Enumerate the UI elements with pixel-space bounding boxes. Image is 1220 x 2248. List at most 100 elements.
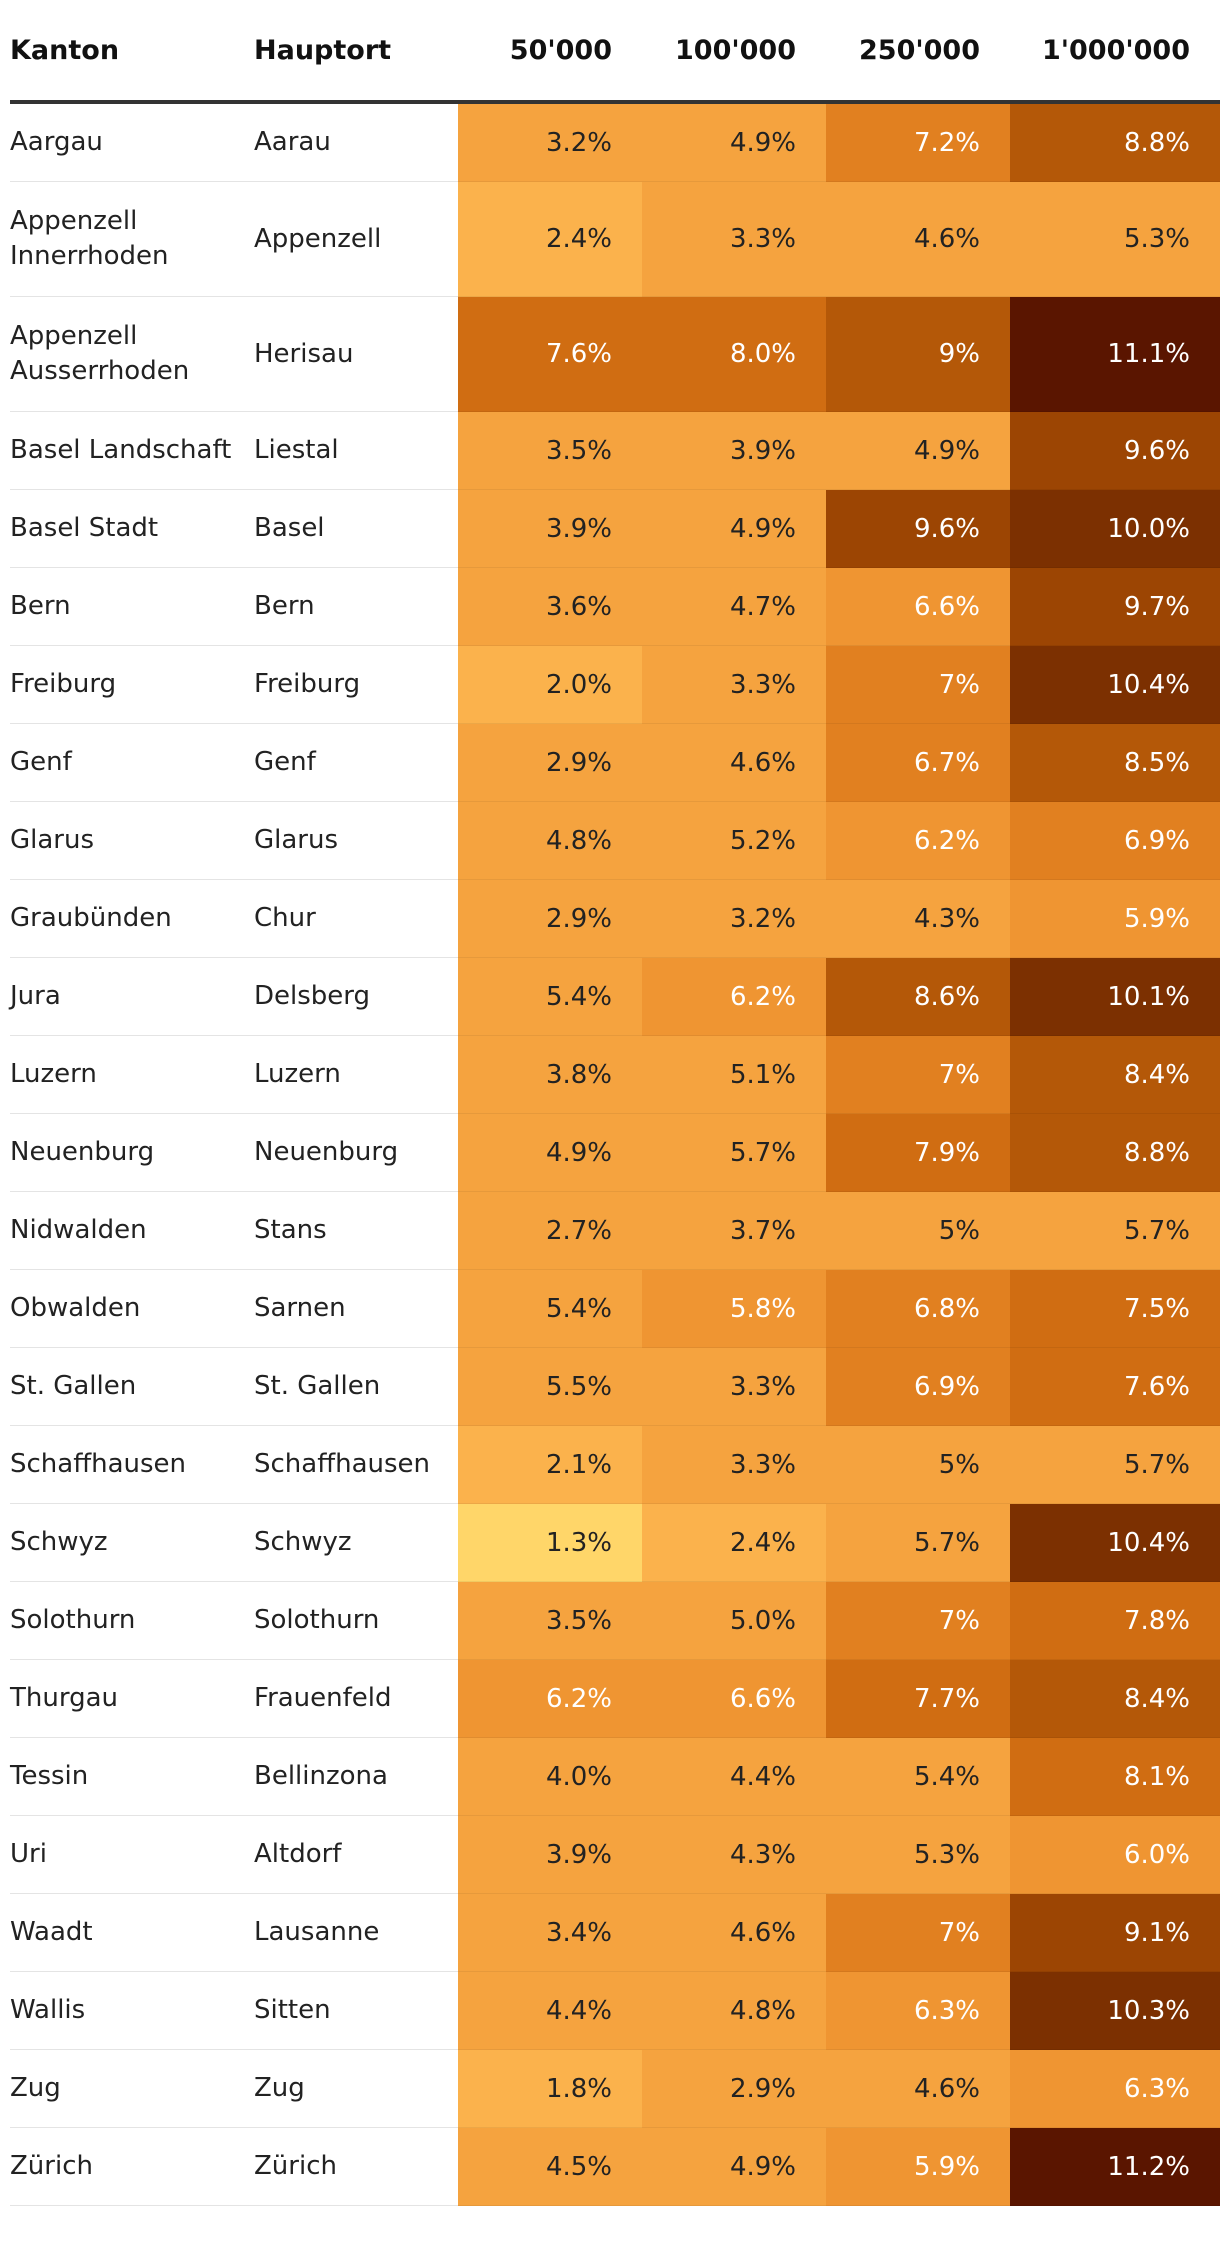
cell-value-250000: 5.9% [826,2127,1010,2206]
cell-value-1000000: 7.6% [1010,1347,1220,1426]
cell-kanton: St. Gallen [10,1347,254,1426]
cell-value-100000: 4.4% [642,1737,826,1816]
cell-value-250000: 5.4% [826,1737,1010,1816]
cell-value-100000: 4.9% [642,102,826,182]
cell-value-100000: 6.6% [642,1659,826,1738]
cell-value-100000: 2.9% [642,2049,826,2128]
cell-value-1000000: 8.4% [1010,1035,1220,1114]
table-row: Tessin Bellinzona 4.0% 4.4% 5.4% 8.1% [10,1737,1220,1816]
cell-value-100000: 4.6% [642,1893,826,1972]
cell-kanton: Wallis [10,1971,254,2050]
cell-value-100000: 5.8% [642,1269,826,1348]
table-header: Kanton Hauptort 50'000 100'000 250'000 1… [10,0,1220,104]
cell-value-100000: 4.9% [642,2127,826,2206]
cell-kanton: Graubünden [10,879,254,958]
cell-value-1000000: 5.7% [1010,1425,1220,1504]
cell-hauptort: Sitten [254,1971,458,2050]
column-header-100000[interactable]: 100'000 [642,0,826,104]
cell-value-100000: 3.3% [642,1347,826,1426]
table-row: Freiburg Freiburg 2.0% 3.3% 7% 10.4% [10,645,1220,724]
cell-value-50000: 1.3% [458,1503,642,1582]
column-header-1000000[interactable]: 1'000'000 [1010,0,1220,104]
cell-value-50000: 3.8% [458,1035,642,1114]
table-row: Schaffhausen Schaffhausen 2.1% 3.3% 5% 5.7% [10,1425,1220,1504]
cell-kanton: Basel Landschaft [10,411,254,490]
cell-value-50000: 2.4% [458,181,642,297]
cell-value-250000: 5% [826,1191,1010,1270]
cell-value-50000: 2.7% [458,1191,642,1270]
cell-kanton: Tessin [10,1737,254,1816]
cell-value-100000: 3.3% [642,1425,826,1504]
cell-value-100000: 5.7% [642,1113,826,1192]
cell-value-250000: 7.2% [826,102,1010,182]
cell-value-1000000: 8.1% [1010,1737,1220,1816]
table-body: Aargau Aarau 3.2% 4.9% 7.2% 8.8% Appenzell Inn… [10,102,1220,2206]
cell-kanton: Zürich [10,2127,254,2206]
table-row: Appenzell Innerrhoden Appenzell 2.4% 3.3% 4.… [10,181,1220,297]
cell-value-1000000: 10.4% [1010,1503,1220,1582]
cell-value-100000: 4.9% [642,489,826,568]
cell-value-50000: 3.9% [458,489,642,568]
cell-hauptort: Luzern [254,1035,458,1114]
cell-hauptort: Basel [254,489,458,568]
cell-value-100000: 3.2% [642,879,826,958]
cell-kanton: Schaffhausen [10,1425,254,1504]
cell-value-1000000: 11.2% [1010,2127,1220,2206]
table-row: Glarus Glarus 4.8% 5.2% 6.2% 6.9% [10,801,1220,880]
cell-value-50000: 5.5% [458,1347,642,1426]
cell-kanton: Waadt [10,1893,254,1972]
cell-hauptort: Chur [254,879,458,958]
cell-value-1000000: 7.8% [1010,1581,1220,1660]
cell-value-100000: 6.2% [642,957,826,1036]
table-row: Solothurn Solothurn 3.5% 5.0% 7% 7.8% [10,1581,1220,1660]
tax-rate-table: Kanton Hauptort 50'000 100'000 250'000 1… [10,0,1220,2206]
cell-value-100000: 5.0% [642,1581,826,1660]
column-header-kanton[interactable]: Kanton [10,0,254,104]
cell-kanton: Uri [10,1815,254,1894]
cell-hauptort: Aarau [254,102,458,182]
cell-kanton: Zug [10,2049,254,2128]
cell-value-250000: 7% [826,645,1010,724]
cell-value-50000: 5.4% [458,1269,642,1348]
table-row: Aargau Aarau 3.2% 4.9% 7.2% 8.8% [10,102,1220,182]
cell-hauptort: Appenzell [254,181,458,297]
column-header-50000[interactable]: 50'000 [458,0,642,104]
cell-hauptort: Delsberg [254,957,458,1036]
cell-hauptort: Zürich [254,2127,458,2206]
header-row: Kanton Hauptort 50'000 100'000 250'000 1… [10,0,1220,104]
cell-value-250000: 4.6% [826,2049,1010,2128]
column-header-250000[interactable]: 250'000 [826,0,1010,104]
cell-value-50000: 3.5% [458,1581,642,1660]
cell-value-50000: 1.8% [458,2049,642,2128]
cell-value-1000000: 11.1% [1010,296,1220,412]
cell-value-250000: 5.7% [826,1503,1010,1582]
cell-hauptort: Zug [254,2049,458,2128]
cell-value-250000: 6.6% [826,567,1010,646]
cell-value-250000: 6.3% [826,1971,1010,2050]
table-row: Jura Delsberg 5.4% 6.2% 8.6% 10.1% [10,957,1220,1036]
cell-value-50000: 3.4% [458,1893,642,1972]
cell-hauptort: Bern [254,567,458,646]
table-row: Obwalden Sarnen 5.4% 5.8% 6.8% 7.5% [10,1269,1220,1348]
cell-value-250000: 7% [826,1581,1010,1660]
table-row: Basel Landschaft Liestal 3.5% 3.9% 4.9% 9.6% [10,411,1220,490]
cell-value-1000000: 9.7% [1010,567,1220,646]
table-row: Thurgau Frauenfeld 6.2% 6.6% 7.7% 8.4% [10,1659,1220,1738]
table-wrapper: Kanton Hauptort 50'000 100'000 250'000 1… [10,0,1220,2206]
table-row: Genf Genf 2.9% 4.6% 6.7% 8.5% [10,723,1220,802]
cell-value-250000: 6.9% [826,1347,1010,1426]
cell-value-250000: 8.6% [826,957,1010,1036]
table-row: Neuenburg Neuenburg 4.9% 5.7% 7.9% 8.8% [10,1113,1220,1192]
cell-kanton: Freiburg [10,645,254,724]
cell-hauptort: Schaffhausen [254,1425,458,1504]
cell-value-1000000: 10.3% [1010,1971,1220,2050]
column-header-hauptort[interactable]: Hauptort [254,0,458,104]
cell-value-100000: 3.3% [642,181,826,297]
cell-value-100000: 4.7% [642,567,826,646]
cell-value-250000: 4.9% [826,411,1010,490]
table-row: Schwyz Schwyz 1.3% 2.4% 5.7% 10.4% [10,1503,1220,1582]
table-row: Bern Bern 3.6% 4.7% 6.6% 9.7% [10,567,1220,646]
cell-hauptort: Herisau [254,296,458,412]
cell-value-50000: 4.5% [458,2127,642,2206]
cell-kanton: Neuenburg [10,1113,254,1192]
